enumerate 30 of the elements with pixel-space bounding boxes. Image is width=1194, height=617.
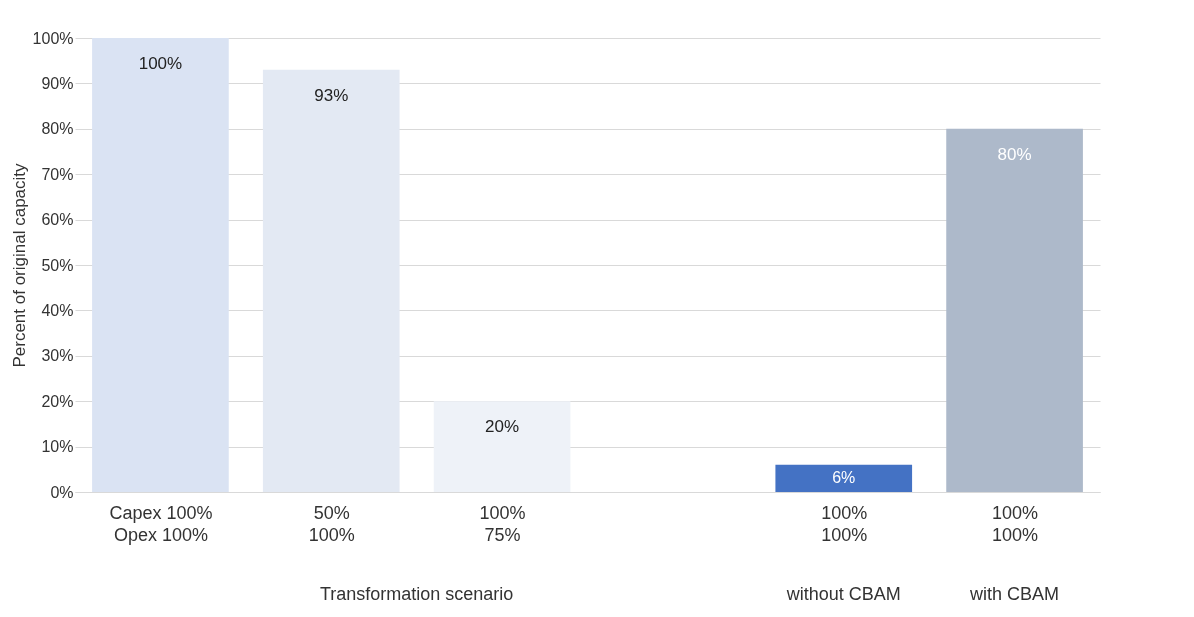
y-tick-label: 20% xyxy=(41,392,74,410)
x-tick-label: Capex 100% Opex 100% xyxy=(109,502,213,545)
y-tick-label: 60% xyxy=(41,211,74,229)
y-tick-label: 10% xyxy=(41,438,74,456)
y-axis-title: Percent of original capacity xyxy=(9,162,29,368)
bar xyxy=(775,464,913,492)
bar xyxy=(946,128,1083,492)
bar xyxy=(92,38,229,492)
y-tick-label: 100% xyxy=(32,29,74,47)
data-label: 80% xyxy=(997,144,1032,164)
bar xyxy=(262,69,400,492)
bar xyxy=(433,401,571,492)
x-tick-label: 100% 75% xyxy=(479,502,526,545)
text: without CBAM xyxy=(785,584,901,604)
y-tick-label: 0% xyxy=(50,483,74,501)
data-label: 6% xyxy=(832,468,856,486)
x-tick-label: 100% 100% xyxy=(821,502,868,545)
data-label: 93% xyxy=(314,85,349,105)
x-tick-label: 100% 100% xyxy=(992,502,1039,545)
x-tick-label: 50% 100% xyxy=(308,502,355,545)
y-tick-label: 80% xyxy=(41,120,74,138)
y-tick-label: 50% xyxy=(41,256,74,274)
data-label: 100% xyxy=(138,54,183,73)
y-tick-label: 70% xyxy=(41,165,74,183)
y-tick-label: 90% xyxy=(41,74,74,92)
text: Transformation scenario xyxy=(319,584,514,604)
y-tick-label: 30% xyxy=(41,347,74,365)
text: with CBAM xyxy=(969,584,1060,604)
data-label: 20% xyxy=(485,417,520,437)
y-tick-label: 40% xyxy=(41,301,74,319)
